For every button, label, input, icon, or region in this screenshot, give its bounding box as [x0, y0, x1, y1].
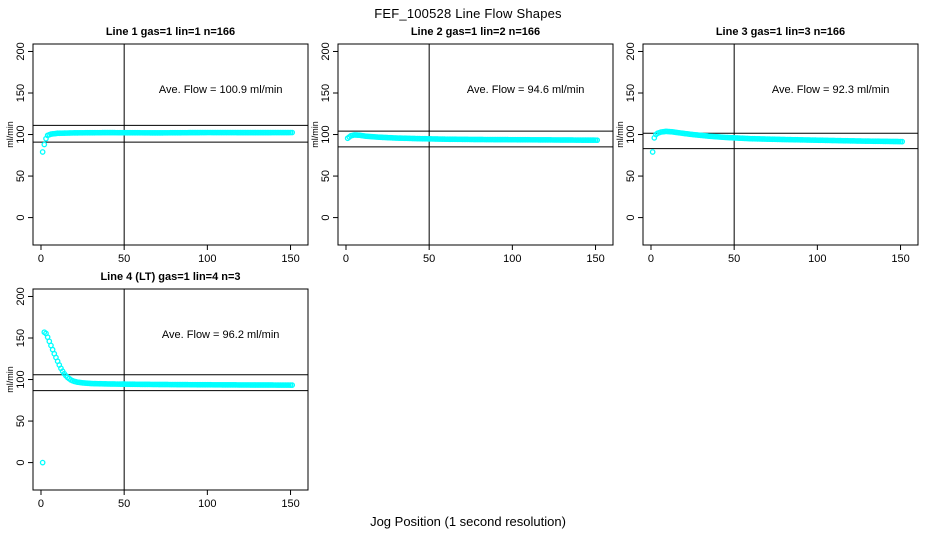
- ave-flow-annotation: Ave. Flow = 96.2 ml/min: [162, 329, 279, 341]
- panel-title: Line 3 gas=1 lin=3 n=166: [715, 26, 846, 38]
- x-axis-title: Jog Position (1 second resolution): [370, 514, 566, 529]
- y-axis-title: ml/min: [310, 121, 320, 147]
- x-tick-label: 150: [281, 498, 299, 510]
- figure-title: FEF_100528 Line Flow Shapes: [374, 6, 562, 21]
- ave-flow-annotation: Ave. Flow = 100.9 ml/min: [159, 84, 283, 96]
- plot-box: [32, 43, 309, 246]
- y-tick-label: 50: [320, 170, 332, 182]
- data-point: [289, 382, 296, 388]
- y-tick-label: 0: [320, 215, 332, 221]
- x-tick-label: 50: [728, 253, 740, 265]
- y-tick-label: 0: [15, 460, 27, 466]
- ave-flow-annotation: Ave. Flow = 92.3 ml/min: [772, 84, 889, 96]
- panel-title: Line 2 gas=1 lin=2 n=166: [410, 26, 541, 38]
- plot-box: [32, 288, 309, 491]
- data-point: [594, 137, 601, 144]
- data-point: [289, 129, 296, 136]
- y-tick-label: 150: [320, 84, 332, 102]
- plot-box: [642, 43, 919, 246]
- data-point: [899, 138, 906, 145]
- y-tick-label: 0: [15, 215, 27, 221]
- x-tick-label: 50: [423, 253, 435, 265]
- data-point: [41, 141, 48, 148]
- x-tick-label: 150: [281, 253, 299, 265]
- plot-box: [337, 43, 614, 246]
- x-tick-label: 150: [891, 253, 909, 265]
- y-tick-label: 0: [625, 215, 637, 221]
- y-tick-label: 150: [15, 84, 27, 102]
- y-tick-label: 200: [625, 42, 637, 60]
- y-axis-title: ml/min: [5, 121, 15, 147]
- data-point: [39, 459, 46, 466]
- y-tick-label: 200: [320, 42, 332, 60]
- x-tick-label: 150: [586, 253, 604, 265]
- y-tick-label: 100: [15, 125, 27, 143]
- x-tick-label: 0: [38, 498, 44, 510]
- x-tick-label: 100: [198, 498, 216, 510]
- y-tick-label: 200: [15, 287, 27, 305]
- x-tick-label: 0: [648, 253, 654, 265]
- y-tick-label: 100: [625, 125, 637, 143]
- data-point: [649, 149, 656, 155]
- x-tick-label: 0: [343, 253, 349, 265]
- ave-flow-annotation: Ave. Flow = 94.6 ml/min: [467, 84, 584, 96]
- x-tick-label: 50: [118, 253, 130, 265]
- panel-line-1: Line 1 gas=1 lin=1 n=166 0 50 100 150 0 50 100…: [0, 26, 312, 271]
- x-tick-label: 100: [198, 253, 216, 265]
- y-tick-label: 100: [320, 125, 332, 143]
- y-tick-label: 100: [15, 370, 27, 388]
- y-tick-label: 50: [15, 415, 27, 427]
- x-tick-label: 0: [38, 253, 44, 265]
- y-tick-label: 150: [15, 329, 27, 347]
- data-point: [39, 149, 46, 155]
- x-tick-label: 50: [118, 498, 130, 510]
- panel-line-2: Line 2 gas=1 lin=2 n=166 0 50 100 150 0 50 100…: [305, 26, 617, 271]
- y-axis-title: ml/min: [615, 121, 625, 147]
- plot-area-line-1: 0 50 100 150 0 50 100 150 200 ml/min Ave. Flow = 1…: [5, 42, 309, 265]
- panel-line-4: Line 4 (LT) gas=1 lin=4 n=3 0 50 100 150 0 50…: [0, 271, 312, 516]
- x-tick-label: 100: [808, 253, 826, 265]
- y-tick-label: 50: [15, 170, 27, 182]
- y-tick-label: 50: [625, 170, 637, 182]
- plot-area-line-3: 0 50 100 150 0 50 100 150 200 ml/min Ave. Flow = 9…: [615, 42, 919, 265]
- plot-area-line-4: 0 50 100 150 0 50 100 150 200 ml/min Ave. Flow = 9…: [5, 287, 309, 510]
- panel-title: Line 4 (LT) gas=1 lin=4 n=3: [100, 271, 241, 283]
- panel-title: Line 1 gas=1 lin=1 n=166: [105, 26, 236, 38]
- panel-line-3: Line 3 gas=1 lin=3 n=166 0 50 100 150 0 50 100…: [610, 26, 922, 271]
- y-tick-label: 200: [15, 42, 27, 60]
- y-tick-label: 150: [625, 84, 637, 102]
- y-axis-title: ml/min: [5, 366, 15, 393]
- plot-area-line-2: 0 50 100 150 0 50 100 150 200 ml/min Ave. Flow = 9…: [310, 42, 614, 265]
- x-tick-label: 100: [503, 253, 521, 265]
